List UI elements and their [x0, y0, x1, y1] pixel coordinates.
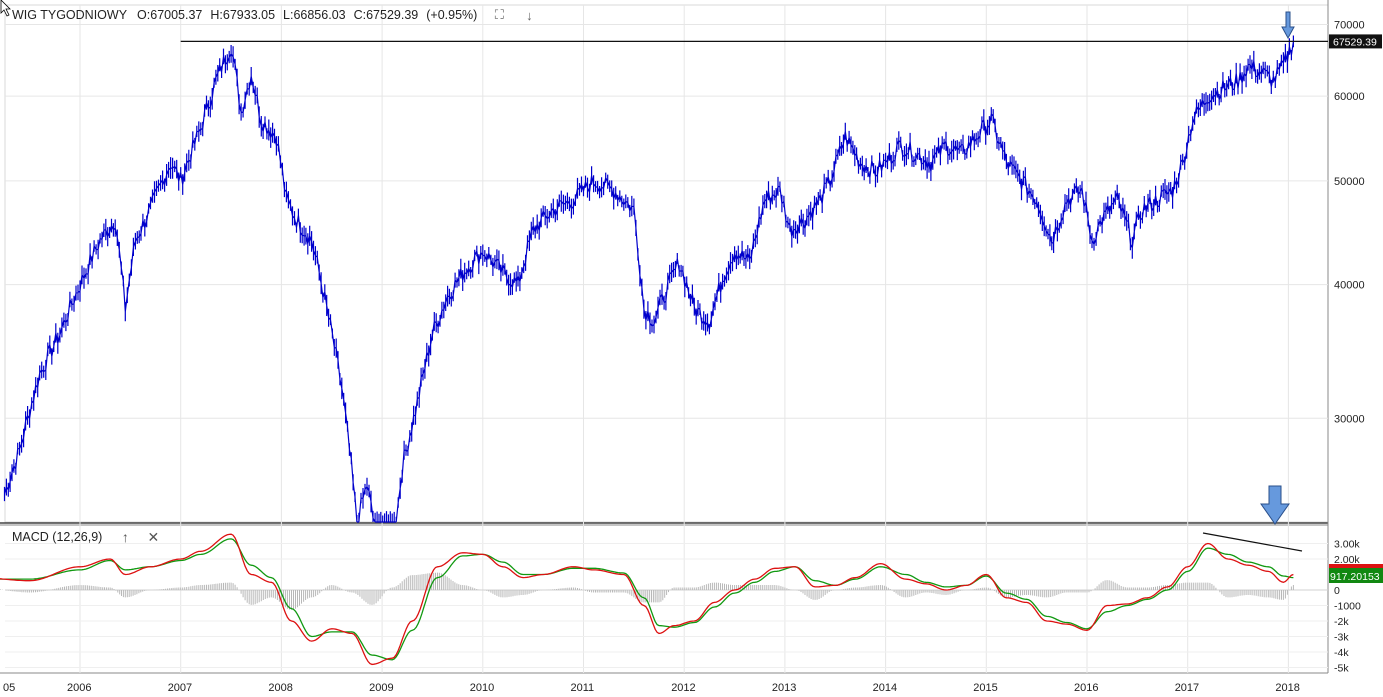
price-series: [3, 35, 1294, 523]
axes: 30000 40000 50000 60000 70000 3.00k 2.00k 0 -100…: [3, 20, 1365, 694]
x-tick-label: 05: [3, 682, 15, 694]
price-tag: 67529.39: [1329, 34, 1382, 49]
x-tick-label: 2014: [873, 682, 897, 694]
macd-tick-label: -3k: [1334, 632, 1349, 644]
chart-header: WIG TYGODNIOWY O:67005.37 H:67933.05 L:6…: [0, 0, 545, 30]
x-tick-label: 2018: [1275, 682, 1299, 694]
x-tick-label: 2015: [973, 682, 997, 694]
macd-tick-label: -1000: [1334, 601, 1361, 613]
price-tick-label: 30000: [1334, 413, 1365, 425]
price-line: [3, 35, 1294, 523]
x-tick-label: 2013: [772, 682, 796, 694]
price-tick-label: 40000: [1334, 280, 1365, 292]
x-tick-label: 2017: [1175, 682, 1199, 694]
price-pane-frame: [4, 4, 1329, 523]
macd-tick-label: 2.00k: [1334, 554, 1360, 566]
x-tick-label: 2012: [671, 682, 695, 694]
price-tick-label: 50000: [1334, 176, 1365, 188]
macd-header: MACD (12,26,9) ↑ ✕: [0, 526, 172, 548]
macd-value-tag: 917.20153: [1329, 564, 1383, 583]
x-tick-label: 2016: [1074, 682, 1098, 694]
macd-tag-red-bar: [1329, 564, 1383, 568]
macd-tag-bg: [1329, 568, 1383, 583]
macd-arrow-icon: [1260, 485, 1290, 525]
symbol-title: WIG TYGODNIOWY: [12, 8, 128, 22]
expand-icon[interactable]: ⛶: [494, 7, 504, 22]
grid: [0, 0, 1329, 674]
price-tick-label: 70000: [1334, 20, 1365, 32]
cursor-icon: [0, 0, 11, 17]
close-value: C:67529.39: [353, 8, 419, 22]
macd-divergence-line: [1202, 532, 1303, 552]
macd-histogram: [0, 572, 1294, 610]
x-tick-label: 2008: [268, 682, 292, 694]
high-value: H:67933.05: [210, 8, 276, 22]
price-tag-label: 67529.39: [1333, 36, 1377, 48]
x-tick-label: 2011: [571, 682, 595, 694]
macd-tick-label: -4k: [1334, 647, 1349, 659]
macd-tick-label: -2k: [1334, 616, 1349, 628]
macd-line: [0, 533, 1294, 666]
macd-panel: [0, 533, 1294, 666]
macd-tag-label: 917.20153: [1330, 571, 1380, 583]
low-value: L:66856.03: [283, 8, 346, 22]
close-icon[interactable]: ✕: [147, 528, 160, 545]
macd-tick-label: 0: [1334, 585, 1340, 597]
x-tick-label: 2006: [67, 682, 91, 694]
arrow-up-icon[interactable]: ↑: [121, 529, 129, 545]
x-tick-label: 2010: [470, 682, 494, 694]
x-tick-label: 2009: [369, 682, 393, 694]
macd-tick-label: 3.00k: [1334, 539, 1360, 551]
arrow-down-icon[interactable]: ↓: [526, 7, 533, 23]
top-arrow-icon: [1281, 11, 1295, 40]
macd-label: MACD (12,26,9): [12, 530, 103, 544]
signal-line: [0, 538, 1294, 661]
price-tag-bg: [1329, 34, 1382, 49]
annotations: 67529.39 917.20153: [0, 0, 1383, 583]
price-tick-label: 60000: [1334, 91, 1365, 103]
change-value: (+0.95%): [426, 8, 478, 22]
x-tick-label: 2007: [168, 682, 192, 694]
open-value: O:67005.37: [137, 8, 203, 22]
macd-tick-label: -5k: [1334, 663, 1349, 675]
